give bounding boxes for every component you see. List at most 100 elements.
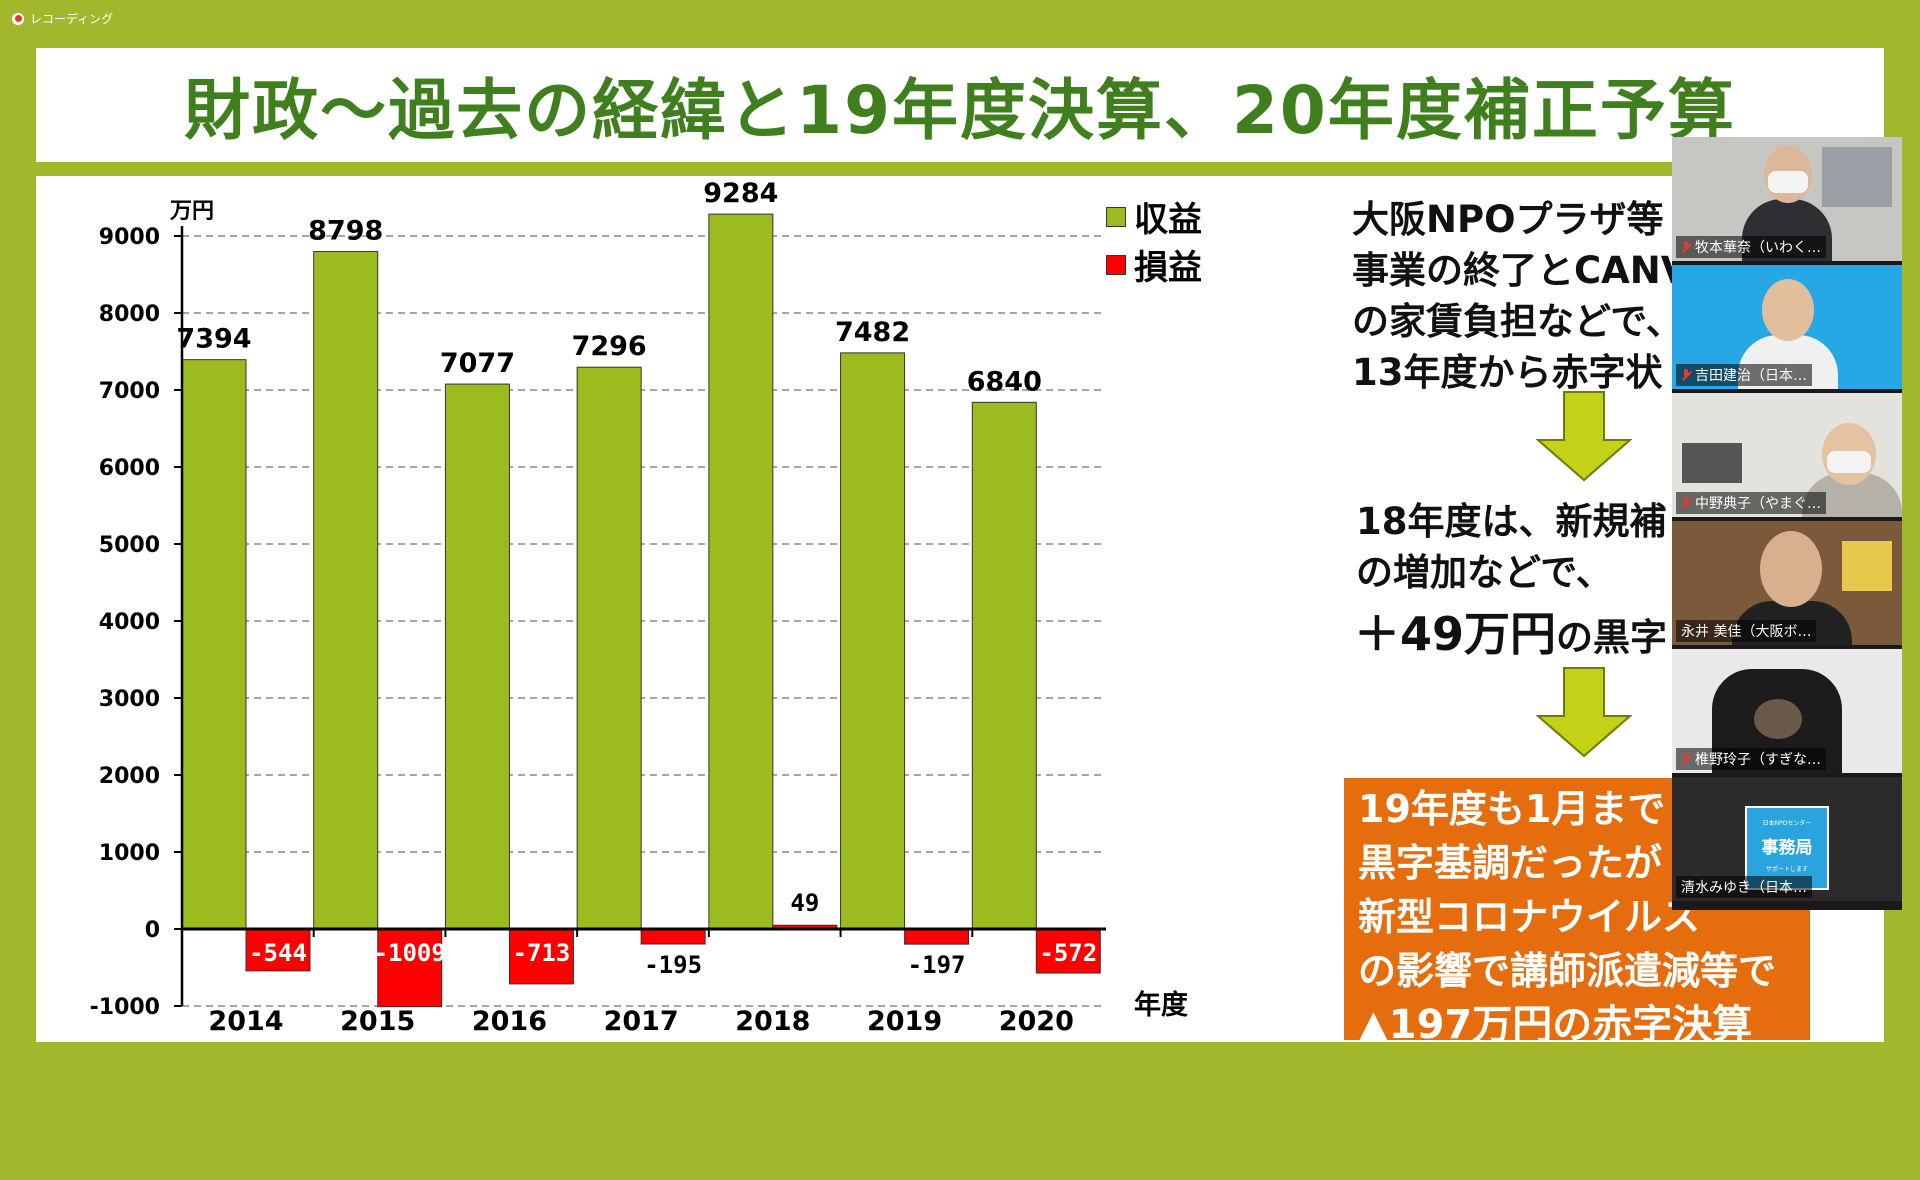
x-tick-label: 2016 bbox=[472, 1006, 547, 1037]
logo-line-2: 事務局 bbox=[1761, 838, 1813, 858]
y-tick-label: 8000 bbox=[99, 302, 160, 327]
revenue-value-label: 6840 bbox=[967, 366, 1042, 397]
revenue-bar bbox=[313, 251, 379, 930]
participant-name: 清水みゆき（日本… bbox=[1681, 880, 1807, 896]
side-text-line: の増加などで、 bbox=[1356, 551, 1613, 594]
profit-value-label: -572 bbox=[1039, 939, 1097, 967]
monitor-shape bbox=[1682, 443, 1742, 483]
y-tick-label: 0 bbox=[145, 918, 160, 943]
legend-label-profit: 損益 bbox=[1134, 248, 1202, 288]
side-text-line: の家賃負担などで、 bbox=[1352, 300, 1683, 343]
mic-muted-icon bbox=[1681, 241, 1691, 253]
participant-name-label: 牧本華奈（いわく… bbox=[1676, 236, 1826, 258]
x-tick-label: 2015 bbox=[340, 1006, 415, 1037]
participant-name: 椎野玲子（すぎな… bbox=[1695, 752, 1821, 768]
y-tick-label: 7000 bbox=[99, 379, 160, 404]
participant-tile[interactable]: 日本NPOセンター 事務局 サポートします 清水みゆき（日本… bbox=[1672, 777, 1902, 901]
participant-video-panel[interactable]: 牧本華奈（いわく… 吉田建治（日本… 中野典子（やまぐ… 永井 美佳（大阪ボ… … bbox=[1672, 137, 1902, 910]
slide-title: 財政～過去の経緯と19年度決算、20年度補正予算 bbox=[184, 72, 1736, 149]
profit-bar bbox=[904, 928, 970, 945]
recording-label: レコーディング bbox=[30, 12, 114, 26]
revenue-value-label: 7482 bbox=[835, 317, 910, 348]
side-text-block-1: 大阪NPOプラザ等 事業の終了とCANV の家賃負担などで、 13年度から赤字状 bbox=[1352, 194, 1689, 398]
y-tick-label: 5000 bbox=[99, 533, 160, 558]
down-arrow-icon bbox=[1536, 391, 1632, 482]
side-text-block-3: ＋49万円の黒字 bbox=[1354, 598, 1667, 664]
presentation-slide: 財政～過去の経緯と19年度決算、20年度補正予算 -1000 0 1000 2000 3… bbox=[36, 48, 1884, 1180]
revenue-value-label: 9284 bbox=[703, 178, 778, 209]
summary-line: 黒字基調だったが bbox=[1358, 841, 1663, 885]
x-tick-label: 2017 bbox=[604, 1006, 679, 1037]
participant-name: 牧本華奈（いわく… bbox=[1695, 240, 1821, 256]
summary-line: 19年度も1月まで bbox=[1358, 787, 1666, 831]
participant-name: 吉田建治（日本… bbox=[1695, 368, 1807, 384]
profit-value-label: -197 bbox=[908, 951, 966, 979]
profit-value-label: 49 bbox=[790, 889, 819, 917]
side-text-line: 事業の終了とCANV bbox=[1352, 249, 1690, 292]
legend-item-profit: 損益 bbox=[1106, 240, 1202, 289]
profit-value-label: -544 bbox=[249, 939, 307, 967]
legend-swatch-profit bbox=[1106, 254, 1126, 275]
profit-bar bbox=[245, 928, 311, 972]
shelf-shape bbox=[1822, 147, 1892, 207]
y-tick-label: -1000 bbox=[90, 995, 160, 1020]
y-tick-label: 9000 bbox=[99, 225, 160, 250]
participant-name-label: 清水みゆき（日本… bbox=[1676, 876, 1812, 898]
slide-content: -1000 0 1000 2000 3000 4000 5000 6000 7000 8000 90… bbox=[36, 176, 1884, 1180]
profit-value-label: -195 bbox=[644, 951, 702, 979]
person-head bbox=[1760, 531, 1822, 607]
y-tick-label: 2000 bbox=[99, 764, 160, 789]
participant-name-label: 吉田建治（日本… bbox=[1676, 364, 1812, 386]
legend-item-revenue: 収益 bbox=[1106, 192, 1202, 241]
profit-value-label: -713 bbox=[513, 939, 571, 967]
y-tick-label: 3000 bbox=[99, 687, 160, 712]
surplus-amount: ＋49万円 bbox=[1354, 607, 1557, 661]
revenue-bar bbox=[971, 401, 1037, 930]
legend-label-revenue: 収益 bbox=[1134, 200, 1202, 240]
participant-tile[interactable]: 永井 美佳（大阪ボ… bbox=[1672, 521, 1902, 645]
face-mask bbox=[1768, 171, 1808, 193]
revenue-bar bbox=[708, 213, 774, 930]
revenue-bar bbox=[181, 359, 247, 930]
participant-name-label: 中野典子（やまぐ… bbox=[1676, 492, 1826, 514]
summary-line: の影響で講師派遣減等で bbox=[1358, 949, 1777, 993]
recording-icon bbox=[12, 12, 24, 25]
participant-tile[interactable]: 吉田建治（日本… bbox=[1672, 265, 1902, 389]
x-tick-label: 2018 bbox=[735, 1006, 810, 1037]
participant-name: 中野典子（やまぐ… bbox=[1695, 496, 1821, 512]
y-tick-label: 1000 bbox=[99, 841, 160, 866]
revenue-bar bbox=[444, 383, 510, 930]
legend-swatch-revenue bbox=[1106, 206, 1126, 227]
revenue-value-label: 7296 bbox=[572, 331, 647, 362]
summary-line: ▲197万円の赤字決算 bbox=[1358, 1002, 1753, 1040]
participant-tile[interactable]: 中野典子（やまぐ… bbox=[1672, 393, 1902, 517]
profit-bar bbox=[508, 928, 574, 985]
profit-bar bbox=[377, 928, 443, 1008]
x-axis-unit-label: 年度 bbox=[1134, 989, 1188, 1021]
participant-tile[interactable]: 牧本華奈（いわく… bbox=[1672, 137, 1902, 261]
x-tick-label: 2020 bbox=[999, 1006, 1074, 1037]
revenue-bar bbox=[840, 352, 906, 930]
logo-line-3: サポートします bbox=[1765, 866, 1808, 873]
poster-shape bbox=[1842, 541, 1892, 591]
summary-line: 新型コロナウイルス bbox=[1358, 895, 1701, 939]
y-tick-label: 6000 bbox=[99, 456, 160, 481]
title-band: 財政～過去の経緯と19年度決算、20年度補正予算 bbox=[36, 48, 1884, 162]
participant-name-label: 椎野玲子（すぎな… bbox=[1676, 748, 1826, 770]
participant-tile[interactable]: 椎野玲子（すぎな… bbox=[1672, 649, 1902, 773]
revenue-value-label: 7077 bbox=[440, 348, 515, 379]
x-tick-label: 2014 bbox=[208, 1006, 283, 1037]
person-head bbox=[1762, 279, 1814, 341]
mic-muted-icon bbox=[1681, 497, 1691, 509]
mic-muted-icon bbox=[1681, 753, 1691, 765]
profit-value-label: -1009 bbox=[374, 939, 446, 967]
page-number: 17 bbox=[1541, 1134, 1592, 1180]
revenue-value-label: 8798 bbox=[308, 216, 383, 247]
side-text-line: 18年度は、新規補 bbox=[1356, 500, 1667, 543]
surplus-tail: の黒字 bbox=[1556, 616, 1668, 659]
side-text-block-2: 18年度は、新規補 の増加などで、 bbox=[1356, 496, 1667, 598]
x-tick-label: 2019 bbox=[867, 1006, 942, 1037]
down-arrow-icon bbox=[1536, 667, 1632, 758]
logo-line-1: 日本NPOセンター bbox=[1762, 820, 1812, 827]
participant-name-label: 永井 美佳（大阪ボ… bbox=[1676, 620, 1817, 642]
